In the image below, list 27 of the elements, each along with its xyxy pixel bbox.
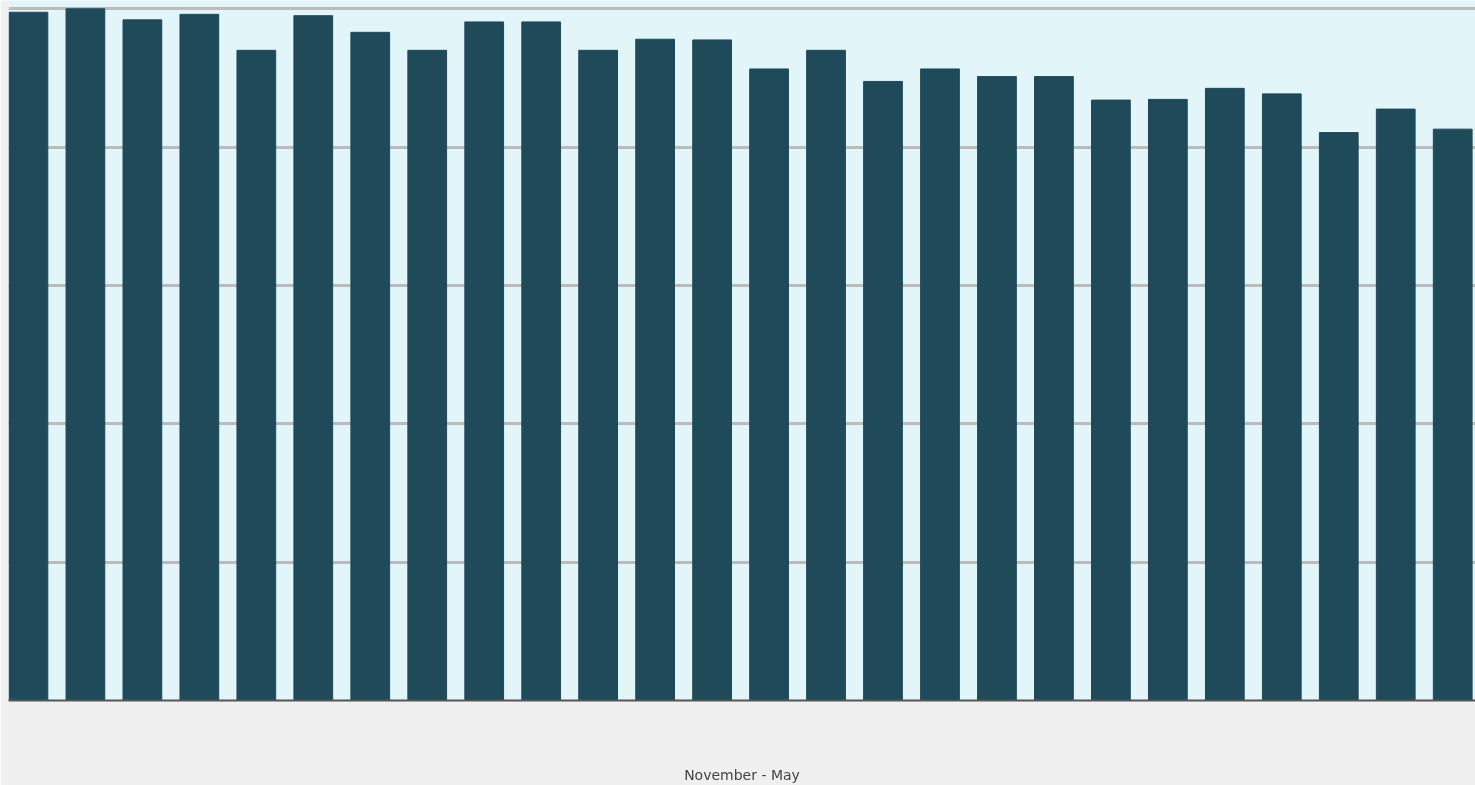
bar — [1261, 93, 1302, 701]
bar — [749, 68, 789, 701]
bar — [863, 80, 903, 701]
bar — [179, 13, 220, 701]
bar — [350, 31, 391, 701]
bar — [1318, 132, 1359, 701]
bar — [8, 11, 49, 701]
bar — [1375, 108, 1416, 701]
bar — [236, 49, 277, 701]
bar — [1034, 76, 1074, 701]
bar — [1204, 87, 1245, 701]
bar — [692, 39, 732, 701]
bar — [464, 21, 505, 701]
bar — [122, 19, 163, 701]
bar — [635, 38, 675, 701]
bar — [65, 8, 106, 701]
bar — [1091, 99, 1131, 701]
bar — [1432, 128, 1473, 701]
bar — [293, 15, 334, 701]
bar — [407, 49, 448, 701]
bar — [920, 68, 960, 701]
bar — [977, 76, 1017, 701]
bar — [806, 49, 846, 701]
bar — [1147, 98, 1188, 701]
x-axis-title: November - May — [684, 766, 800, 783]
bar — [578, 49, 619, 701]
bar — [521, 21, 562, 701]
